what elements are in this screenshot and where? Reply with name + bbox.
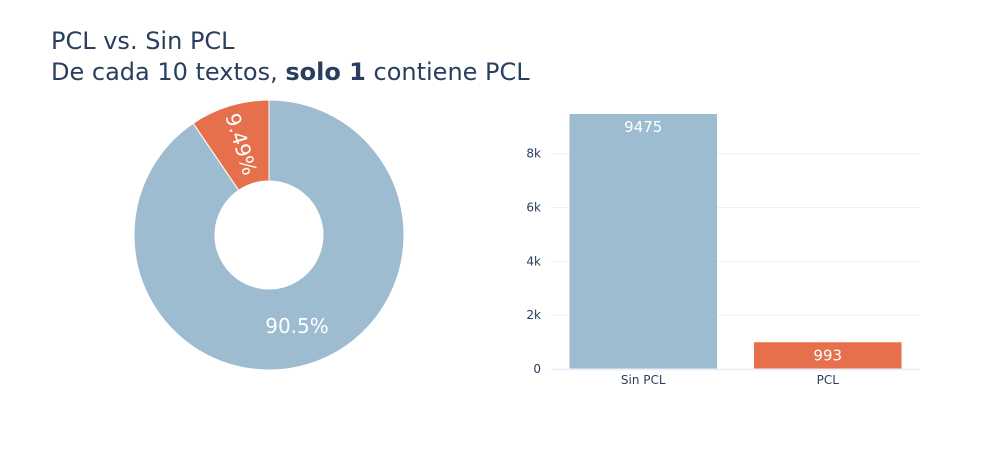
y-tick-label: 2k <box>526 308 541 322</box>
bar-data-label: 9475 <box>624 118 662 136</box>
y-tick-label: 8k <box>526 147 541 161</box>
y-tick-label: 6k <box>526 201 541 215</box>
donut-slice-pcl[interactable] <box>192 99 270 192</box>
donut-slice-sin-pcl[interactable] <box>133 99 405 371</box>
title-line-2: De cada 10 textos, solo 1 contiene PCL <box>51 57 530 88</box>
x-tick-label: PCL <box>817 373 840 387</box>
title-line-2-suffix: contiene PCL <box>365 58 530 86</box>
donut-label-sin-pcl: 90.5% <box>265 314 329 338</box>
title-line-2-bold: solo 1 <box>285 58 366 86</box>
bar-sin-pcl[interactable] <box>569 114 718 369</box>
y-tick-label: 0 <box>533 362 541 376</box>
y-tick-label: 4k <box>526 254 541 268</box>
bar-data-label: 993 <box>813 346 842 364</box>
chart-title: PCL vs. Sin PCL De cada 10 textos, solo … <box>51 26 530 88</box>
title-line-2-prefix: De cada 10 textos, <box>51 58 286 86</box>
title-line-1: PCL vs. Sin PCL <box>51 27 235 55</box>
x-tick-label: Sin PCL <box>621 373 666 387</box>
bar-pcl[interactable] <box>753 342 902 369</box>
bar-chart: 0 2k 4k 6k 8k 9475 Sin PCL 993 PCL <box>526 114 920 387</box>
donut-chart: 90.5%9.49% <box>133 99 405 371</box>
